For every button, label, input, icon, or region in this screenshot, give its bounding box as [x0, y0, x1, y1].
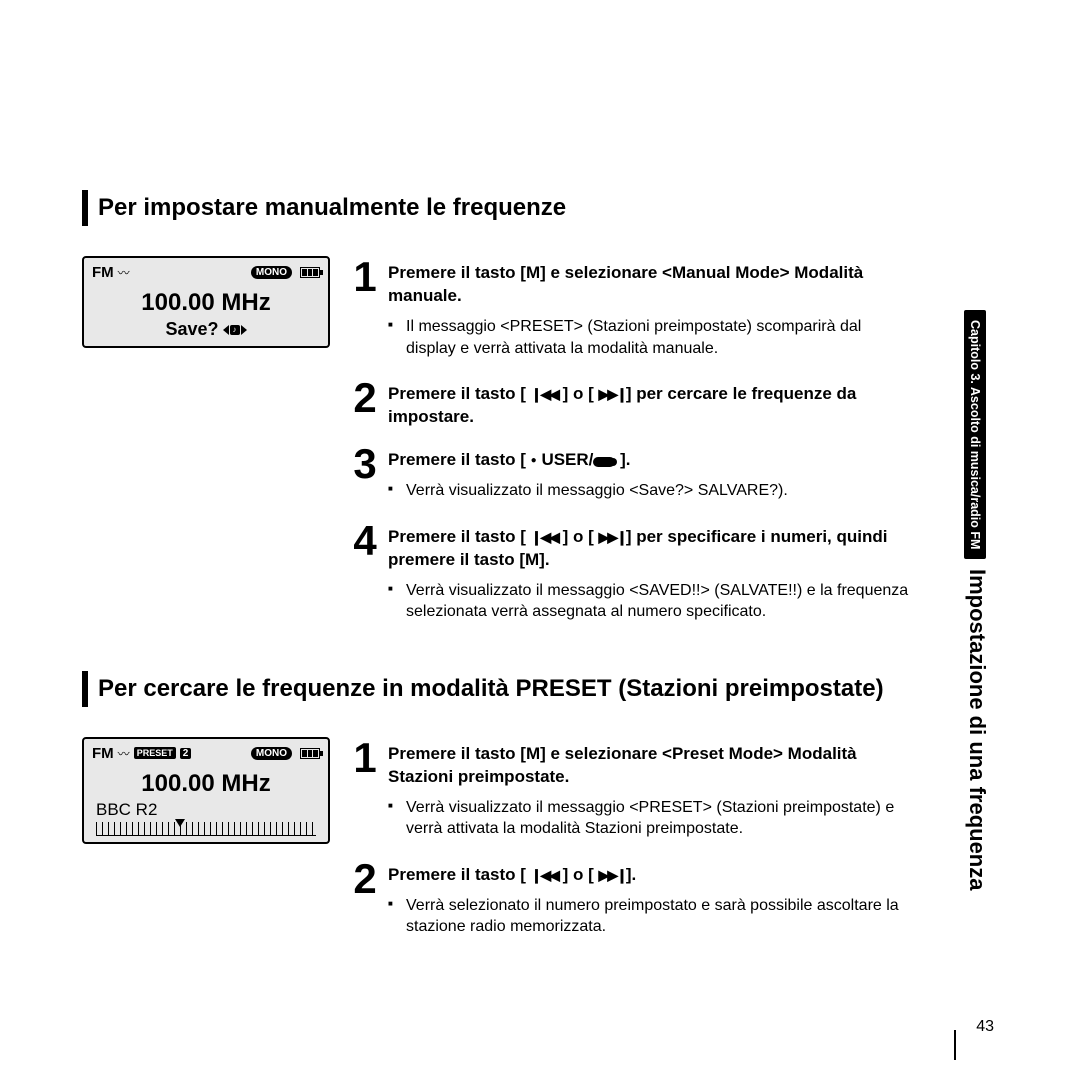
fm-label: FM: [92, 745, 114, 762]
step-text: Premere il tasto [M] e selezionare <Pres…: [388, 743, 912, 789]
step-note: Verrà visualizzato il messaggio <SAVED!!…: [388, 580, 912, 623]
device-screenshot-1: FM 〰 MONO 100.00 MHz Save? ♪: [82, 256, 330, 348]
m-button-icon: M: [526, 743, 540, 766]
next-icon: [599, 383, 626, 406]
device-frequency: 100.00 MHz: [88, 770, 324, 798]
frequency-scale: [96, 822, 316, 836]
step-note: Verrà selezionato il numero preimpostato…: [388, 895, 912, 938]
preset-pill: PRESET: [134, 747, 176, 759]
step-number: 1: [350, 737, 380, 844]
step-number: 2: [350, 377, 380, 429]
section1-steps: 1 Premere il tasto [M] e selezionare <Ma…: [350, 256, 912, 641]
next-icon: [599, 864, 626, 887]
mono-pill: MONO: [251, 747, 292, 760]
battery-icon: [300, 748, 320, 759]
section1-heading: Per impostare manualmente le frequenze: [82, 190, 912, 226]
step-number: 3: [350, 443, 380, 506]
section2-heading: Per cercare le frequenze in modalità PRE…: [82, 671, 912, 707]
device-screenshot-2: FM 〰 PRESET 2 MONO 100.00 MHz BBC R2: [82, 737, 330, 844]
step-note: Il messaggio <PRESET> (Stazioni preimpos…: [388, 316, 912, 359]
mono-pill: MONO: [251, 266, 292, 279]
step-note: Verrà visualizzato il messaggio <PRESET>…: [388, 797, 912, 840]
signal-icon: 〰: [118, 745, 130, 762]
device-frequency: 100.00 MHz: [88, 289, 324, 317]
side-line: [954, 1030, 956, 1060]
preset-num: 2: [180, 748, 192, 759]
prev-icon: [531, 864, 558, 887]
device-save-prompt: Save? ♪: [88, 319, 324, 340]
step-number: 2: [350, 858, 380, 942]
step-text: Premere il tasto [ ] o [ ] per specifica…: [388, 526, 912, 572]
step-text: Premere il tasto [ USER/ ].: [388, 449, 788, 472]
fm-label: FM: [92, 264, 114, 281]
step-text: Premere il tasto [ ] o [ ].: [388, 864, 912, 887]
m-button-icon: M: [525, 549, 539, 572]
page-number: 43: [976, 1018, 994, 1036]
step-number: 1: [350, 256, 380, 363]
m-button-icon: M: [526, 262, 540, 285]
side-chapter: Capitolo 3. Ascolto di musica/radio FM: [964, 310, 986, 559]
next-icon: [599, 526, 626, 549]
step-number: 4: [350, 520, 380, 627]
rec-icon: [593, 457, 615, 467]
battery-icon: [300, 267, 320, 278]
prev-icon: [531, 526, 558, 549]
side-tab: Capitolo 3. Ascolto di musica/radio FM I…: [964, 310, 994, 895]
prev-icon: [531, 383, 558, 406]
signal-icon: 〰: [118, 264, 130, 281]
section2-steps: 1 Premere il tasto [M] e selezionare <Pr…: [350, 737, 912, 956]
step-note: Verrà visualizzato il messaggio <Save?> …: [388, 480, 788, 502]
step-text: Premere il tasto [M] e selezionare <Manu…: [388, 262, 912, 308]
step-text: Premere il tasto [ ] o [ ] per cercare l…: [388, 383, 912, 429]
device-station: BBC R2: [88, 798, 324, 820]
side-title: Impostazione di una frequenza: [964, 565, 990, 894]
